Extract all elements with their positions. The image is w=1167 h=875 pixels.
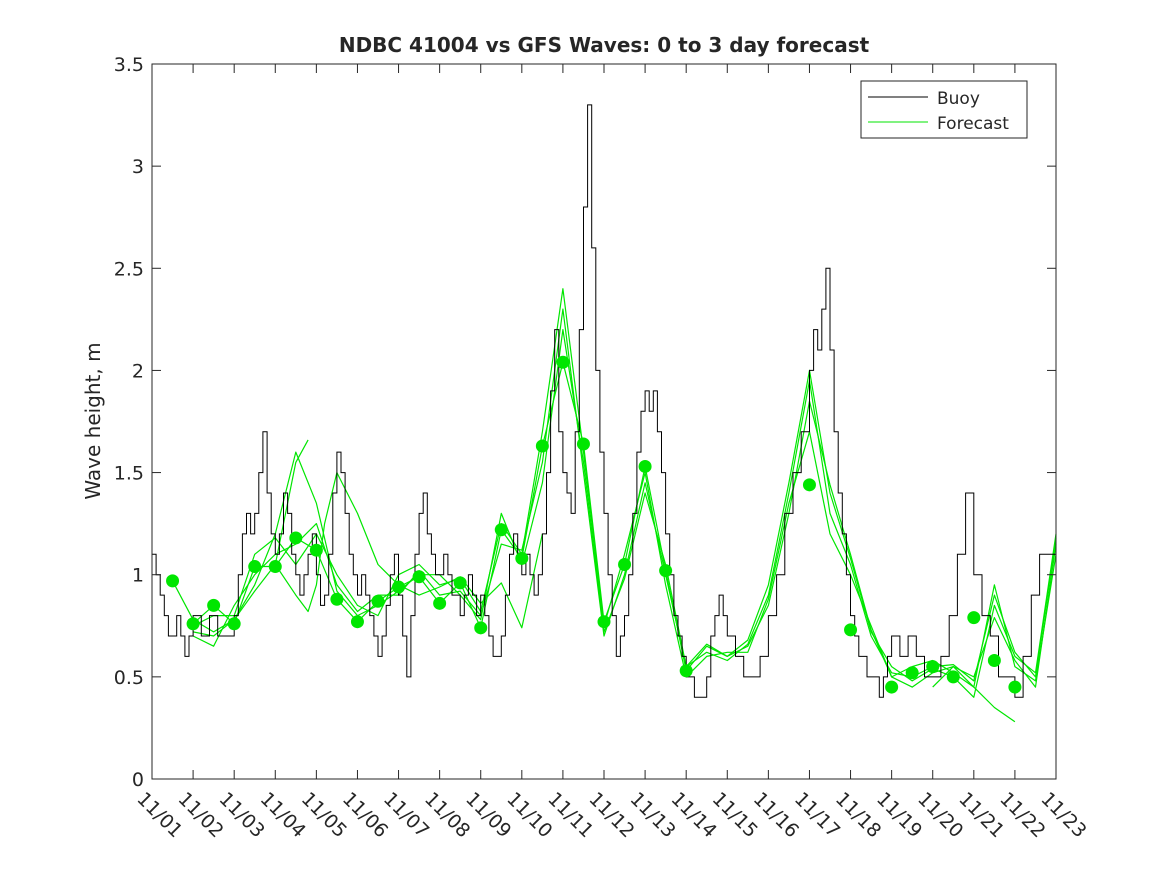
forecast-marker <box>494 523 508 537</box>
forecast-marker <box>268 560 282 574</box>
buoy-line <box>152 104 1056 698</box>
forecast-marker <box>556 355 570 369</box>
y-tick-label: 3 <box>132 156 144 178</box>
forecast-marker <box>987 654 1001 668</box>
y-axis-label: Wave height, m <box>81 342 105 499</box>
forecast-marker <box>166 574 180 588</box>
forecast-marker <box>1008 680 1022 694</box>
forecast-marker <box>227 617 241 631</box>
forecast-marker <box>967 611 981 625</box>
forecast-marker <box>350 615 364 629</box>
chart-title: NDBC 41004 vs GFS Waves: 0 to 3 day fore… <box>339 33 870 57</box>
y-tick-label: 0 <box>132 769 144 791</box>
forecast-line-5 <box>192 329 1057 698</box>
forecast-marker <box>515 551 529 565</box>
marker-layer <box>166 355 1022 694</box>
y-tick-label: 2.5 <box>114 258 144 280</box>
y-tick-label: 0.5 <box>114 667 144 689</box>
y-tick-label: 1 <box>132 565 144 587</box>
forecast-line-6 <box>932 666 1016 723</box>
forecast-marker <box>597 615 611 629</box>
forecast-marker <box>371 594 385 608</box>
forecast-marker <box>289 531 303 545</box>
forecast-marker <box>433 596 447 610</box>
forecast-marker <box>412 570 426 584</box>
forecast-marker <box>474 621 488 635</box>
forecast-marker <box>802 478 816 492</box>
legend-forecast-label: Forecast <box>937 114 1009 134</box>
forecast-marker <box>844 623 858 637</box>
legend-buoy-label: Buoy <box>937 89 980 109</box>
forecast-marker <box>679 664 693 678</box>
forecast-line-7 <box>274 439 309 565</box>
y-tick-label: 2 <box>132 360 144 382</box>
forecast-marker <box>535 439 549 453</box>
forecast-marker <box>618 558 632 571</box>
forecast-marker <box>207 598 221 612</box>
forecast-marker <box>885 680 899 694</box>
forecast-marker <box>248 560 262 574</box>
forecast-marker <box>638 459 652 473</box>
legend-box <box>860 80 1028 139</box>
legend: Buoy Forecast <box>860 80 1028 139</box>
y-tick-label: 3.5 <box>114 54 144 76</box>
forecast-marker <box>576 437 590 451</box>
forecast-marker <box>309 543 323 557</box>
forecast-marker <box>926 660 940 674</box>
forecast-marker <box>330 592 344 606</box>
plot-area <box>152 64 1056 779</box>
forecast-marker <box>946 670 960 684</box>
forecast-marker <box>453 576 467 590</box>
forecast-marker <box>659 564 673 578</box>
forecast-marker <box>186 617 200 631</box>
forecast-marker <box>392 580 406 594</box>
y-tick-label: 1.5 <box>114 463 144 485</box>
forecast-marker <box>905 666 919 680</box>
